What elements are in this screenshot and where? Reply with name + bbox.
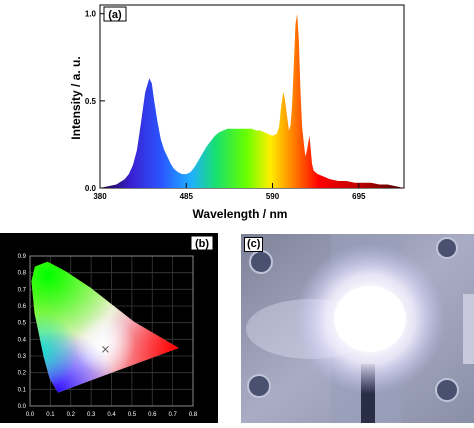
x-tick-label: 0.1 [46, 412, 55, 418]
y-tick-label: 0.8 [18, 271, 27, 277]
x-tick-label: 590 [266, 192, 280, 201]
y-tick-label: 0.2 [18, 371, 27, 377]
plot-frame [29, 255, 194, 407]
y-tick-label: 0.1 [18, 387, 27, 393]
cie-panel: 0.0 0.1 0.2 0.3 0.4 0.5 0.6 0.7 0.8 0.0 0.1 0.2 0.3 0… [0, 233, 218, 423]
x-tick-label: 0.7 [168, 412, 177, 418]
y-tick-label: 0.6 [18, 304, 27, 310]
screw-hole-top-left [249, 250, 273, 274]
y-axis-label: Intensity / a. u. [69, 56, 83, 139]
x-tick-label: 0.8 [189, 412, 198, 418]
spectrum-panel: 380 485 590 695 0.0 0.5 1.0 Wavelength / nm In… [69, 4, 405, 221]
panel-label-box [103, 6, 127, 22]
x-axis-label: Wavelength / nm [193, 207, 288, 221]
y-tick-label: 0.0 [18, 404, 27, 410]
cie-chart: 0.0 0.1 0.2 0.3 0.4 0.5 0.6 0.7 0.8 0.0 0.1 0.2 0.3 0… [0, 233, 218, 423]
spectrum-area [100, 13, 404, 189]
y-tick-label: 0.0 [85, 184, 97, 193]
x-tick-label: 0.0 [26, 412, 35, 418]
x-tick-label: 0.4 [107, 412, 116, 418]
panel-label: (a) [108, 9, 122, 21]
y-tick-label: 0.3 [18, 354, 27, 360]
y-tick-label: 0.7 [18, 287, 27, 293]
x-tick-label: 0.5 [128, 412, 137, 418]
x-tick-label: 695 [352, 192, 366, 201]
panel-label: (b) [195, 238, 209, 250]
led-photo-panel: (c) [241, 234, 474, 423]
chromaticity-point-marker [102, 345, 109, 353]
x-tick-label: 0.2 [67, 412, 76, 418]
screw-hole-bottom-left [247, 374, 271, 398]
y-tick-label: 0.4 [18, 337, 27, 343]
screw-hole-top-right [436, 237, 458, 259]
x-tick-label: 0.3 [87, 412, 96, 418]
led-emitter [334, 286, 406, 352]
x-tick-label: 485 [180, 192, 194, 201]
x-tick-label: 380 [93, 192, 107, 201]
screw-hole-bottom-right [435, 378, 459, 402]
led-photo [241, 234, 474, 423]
y-tick-label: 0.5 [18, 321, 27, 327]
y-tick-label: 0.5 [85, 97, 97, 106]
side-tab [463, 294, 474, 364]
panel-label: (c) [244, 237, 264, 252]
spectrum-chart: 380 485 590 695 0.0 0.5 1.0 Wavelength / nm In… [69, 4, 405, 221]
x-tick-label: 0.6 [148, 412, 157, 418]
y-tick-label: 1.0 [85, 10, 97, 19]
y-tick-label: 0.9 [18, 254, 27, 260]
panel-label-box [190, 235, 214, 251]
